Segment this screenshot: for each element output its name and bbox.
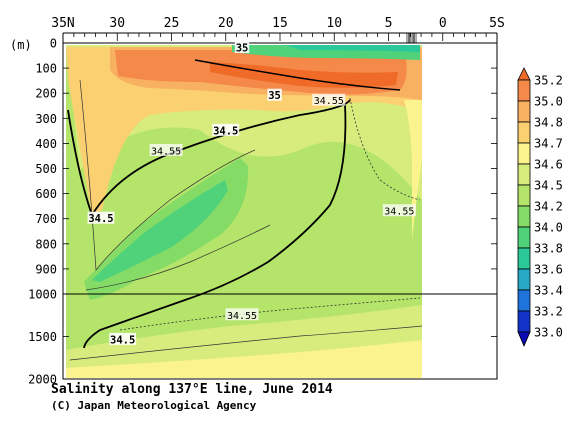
- y-tick-label: 700: [35, 212, 57, 226]
- colorbar-level-label: 35.0: [534, 95, 563, 109]
- colorbar-level-label: 35.2: [534, 74, 563, 88]
- colorbar-swatch: [517, 268, 531, 291]
- contour-label-bg: [225, 308, 259, 321]
- colorbar-swatch: [517, 79, 531, 102]
- contour-label-bg: [109, 332, 137, 345]
- contour-label: 34.55: [314, 96, 344, 107]
- y-tick-label: 1000: [28, 288, 57, 302]
- contour-label: 35: [236, 43, 249, 55]
- y-tick-label: 800: [35, 237, 57, 251]
- contour-label-bg: [382, 204, 416, 217]
- colorbar-swatch: [517, 205, 531, 228]
- y-tick-label: 500: [35, 162, 57, 176]
- isohaline-contour-34-55: [119, 297, 421, 331]
- contour-label: 34.5: [88, 213, 113, 225]
- x-axis-tick-labels: 35N 30 25 20 15 10 5 0 5S: [51, 16, 505, 31]
- contour-labels: 35 35 34.55 34.5 34.55 34.5 34.55 34.55 34.5: [87, 41, 416, 346]
- colorbar-swatch: [517, 247, 531, 270]
- y-tick-label: 0: [50, 37, 57, 51]
- x-tick-label: 5: [385, 16, 393, 31]
- chart-title: Salinity along 137°E line, June 2014: [51, 382, 333, 397]
- salinity-field: [66, 43, 497, 379]
- colorbar: 35.2 35.0 34.8 34.7 34.6 34.5 34.2 34.0 33.8 33.6…: [517, 67, 563, 348]
- contour-label-bg: [87, 211, 115, 224]
- isohaline-contour: [69, 325, 423, 361]
- y-tick-label: 600: [35, 187, 57, 201]
- y-tick-label: 900: [35, 262, 57, 276]
- contour-label: 34.55: [151, 146, 181, 157]
- x-tick-label: 25: [164, 16, 180, 31]
- colorbar-level-label: 33.0: [534, 326, 563, 340]
- contour-label-bg: [212, 123, 240, 136]
- salinity-band-34-6-equator: [404, 100, 422, 240]
- contour-label: 34.5: [110, 334, 135, 346]
- x-tick-label: 30: [109, 16, 125, 31]
- y-tick-label: 200: [35, 87, 57, 101]
- isohaline-contour: [79, 79, 256, 271]
- contour-label: 34.55: [227, 311, 257, 322]
- x-tick-label: 20: [218, 16, 234, 31]
- colorbar-swatch: [517, 121, 531, 144]
- colorbar-level-label: 33.6: [534, 263, 563, 277]
- y-tick-label: 2000: [28, 373, 57, 387]
- salinity-band-33-6-surface: [285, 45, 420, 52]
- colorbar-level-label: 34.7: [534, 137, 563, 151]
- no-data-region: [422, 43, 497, 379]
- y-tick-label: 100: [35, 62, 57, 76]
- x-tick-label: 15: [272, 16, 288, 31]
- salinity-band-35-2-core: [210, 62, 398, 88]
- y-axis-ticks: [63, 42, 497, 380]
- colorbar-level-label: 34.6: [534, 158, 563, 172]
- colorbar-swatch: [517, 142, 531, 165]
- contour-label: 34.5: [213, 125, 238, 137]
- x-tick-label: 10: [326, 16, 342, 31]
- contour-label-bg: [234, 41, 250, 54]
- isohaline-contour-34-5: [83, 104, 347, 349]
- colorbar-cap-bottom: [517, 331, 531, 348]
- colorbar-level-label: 33.4: [534, 284, 563, 298]
- isohaline-contour-35: [194, 59, 401, 91]
- isohaline-contour: [85, 224, 271, 291]
- y-axis-label: (m): [10, 38, 32, 52]
- x-tick-label: 0: [439, 16, 447, 31]
- contour-label-bg: [149, 143, 183, 156]
- y-tick-label: 400: [35, 137, 57, 151]
- contour-label: 34.55: [384, 207, 414, 218]
- colorbar-level-label: 34.5: [534, 179, 563, 193]
- colorbar-swatch: [517, 184, 531, 207]
- colorbar-level-label: 33.8: [534, 242, 563, 256]
- colorbar-level-label: 34.8: [534, 116, 563, 130]
- colorbar-level-label: 34.0: [534, 221, 563, 235]
- contour-label-bg: [312, 93, 346, 106]
- contour-label-bg: [267, 88, 282, 101]
- salinity-band-33-8-tongue: [92, 180, 228, 282]
- colorbar-swatch: [517, 289, 531, 312]
- colorbar-level-label: 33.2: [534, 305, 563, 319]
- y-tick-label: 300: [35, 112, 57, 126]
- colorbar-swatch: [517, 163, 531, 186]
- salinity-band-deep-34-6: [66, 340, 422, 378]
- colorbar-cap-top: [517, 67, 531, 81]
- x-axis-ticks: [62, 33, 498, 43]
- plot-frame: [62, 42, 498, 380]
- x-tick-label: 35N: [51, 16, 74, 31]
- colorbar-level-label: 34.2: [534, 200, 563, 214]
- colorbar-swatch: [517, 310, 531, 333]
- y-axis-tick-labels: 0 100 200 300 400 500 600 700 800 900 1000 1500 2000: [28, 37, 57, 387]
- chart-credit: (C) Japan Meteorological Agency: [51, 399, 257, 412]
- x-tick-label: 5S: [489, 16, 505, 31]
- y-tick-label: 1500: [28, 330, 57, 344]
- contour-label: 35: [268, 90, 281, 102]
- colorbar-swatch: [517, 100, 531, 123]
- colorbar-swatch: [517, 226, 531, 249]
